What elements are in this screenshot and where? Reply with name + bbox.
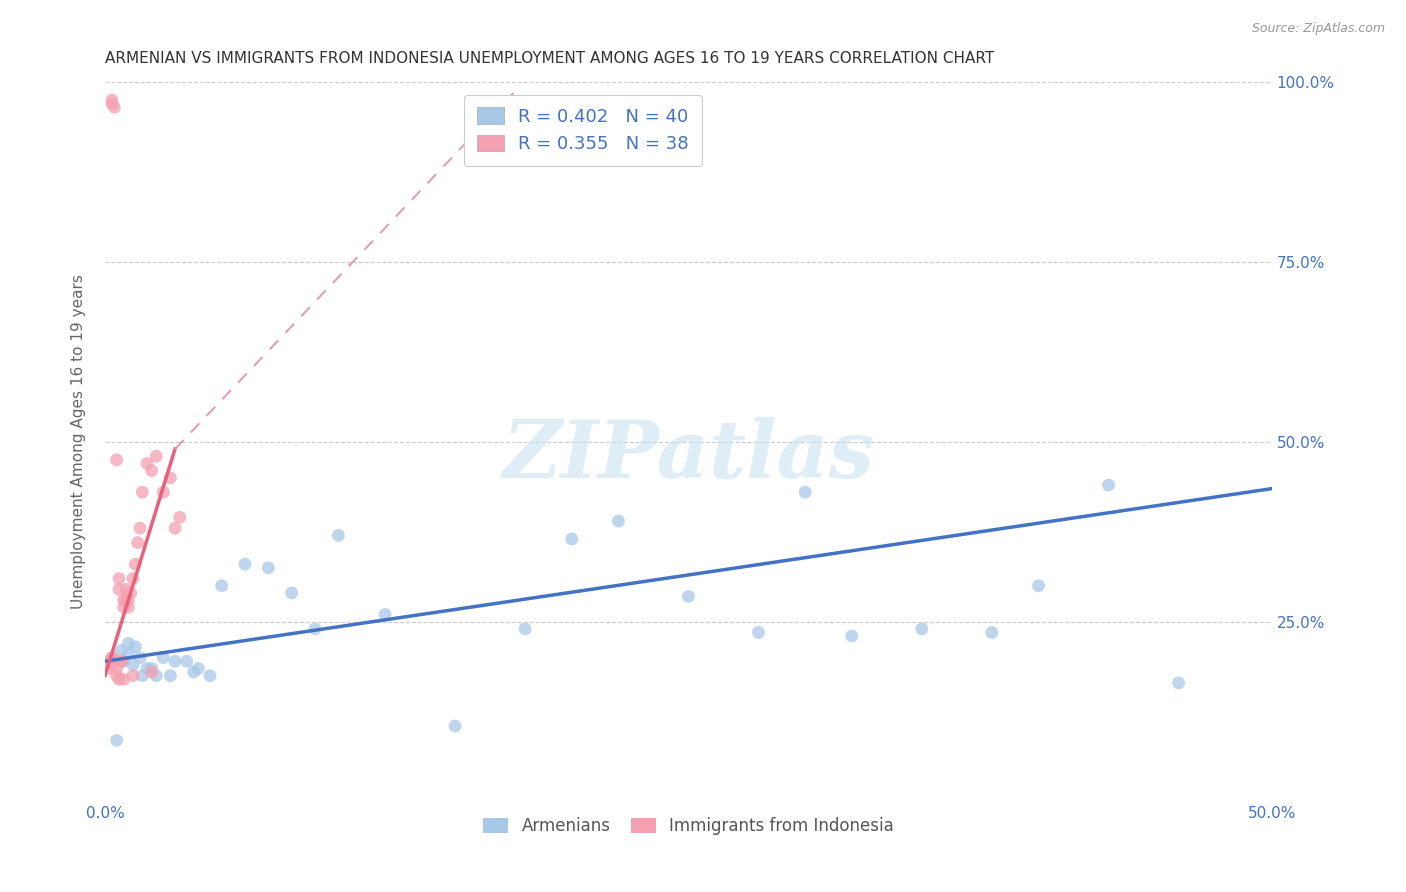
Point — [101, 650, 124, 665]
Point — [131, 668, 153, 682]
Point — [444, 719, 467, 733]
Point — [122, 572, 145, 586]
Point — [980, 625, 1002, 640]
Point — [141, 665, 163, 679]
Point — [152, 650, 174, 665]
Point — [105, 668, 128, 682]
Point — [124, 640, 146, 654]
Point — [141, 464, 163, 478]
Point — [112, 593, 135, 607]
Point — [101, 93, 124, 107]
Point — [198, 668, 221, 682]
Point — [328, 528, 350, 542]
Point — [112, 673, 135, 687]
Point — [747, 625, 769, 640]
Point — [131, 485, 153, 500]
Point — [607, 514, 630, 528]
Point — [280, 586, 302, 600]
Point — [145, 449, 167, 463]
Point — [112, 654, 135, 668]
Text: ARMENIAN VS IMMIGRANTS FROM INDONESIA UNEMPLOYMENT AMONG AGES 16 TO 19 YEARS COR: ARMENIAN VS IMMIGRANTS FROM INDONESIA UN… — [105, 51, 994, 66]
Point — [103, 100, 125, 114]
Point — [110, 643, 132, 657]
Point — [105, 733, 128, 747]
Text: Source: ZipAtlas.com: Source: ZipAtlas.com — [1251, 22, 1385, 36]
Point — [110, 654, 132, 668]
Point — [561, 532, 583, 546]
Point — [115, 582, 138, 597]
Point — [98, 661, 121, 675]
Point — [794, 485, 817, 500]
Point — [98, 654, 121, 668]
Point — [176, 654, 198, 668]
Text: ZIPatlas: ZIPatlas — [502, 417, 875, 495]
Point — [169, 510, 191, 524]
Point — [115, 593, 138, 607]
Point — [124, 557, 146, 571]
Point — [159, 471, 181, 485]
Point — [1028, 579, 1050, 593]
Point — [374, 607, 396, 622]
Point — [145, 668, 167, 682]
Point — [1167, 676, 1189, 690]
Point — [911, 622, 934, 636]
Point — [108, 572, 131, 586]
Point — [120, 586, 142, 600]
Point — [117, 600, 139, 615]
Point — [304, 622, 326, 636]
Point — [257, 560, 280, 574]
Point — [101, 650, 124, 665]
Point — [152, 485, 174, 500]
Point — [122, 657, 145, 672]
Point — [108, 673, 131, 687]
Point — [233, 557, 256, 571]
Point — [187, 661, 209, 675]
Point — [136, 457, 159, 471]
Point — [136, 661, 159, 675]
Legend: Armenians, Immigrants from Indonesia: Armenians, Immigrants from Indonesia — [475, 809, 903, 844]
Point — [101, 96, 124, 111]
Point — [127, 535, 149, 549]
Point — [841, 629, 863, 643]
Point — [105, 453, 128, 467]
Point — [122, 668, 145, 682]
Point — [163, 521, 186, 535]
Point — [110, 654, 132, 668]
Point — [117, 636, 139, 650]
Point — [183, 665, 205, 679]
Point — [117, 647, 139, 661]
Point — [678, 590, 700, 604]
Point — [211, 579, 233, 593]
Point — [159, 668, 181, 682]
Point — [513, 622, 536, 636]
Point — [101, 654, 124, 668]
Point — [163, 654, 186, 668]
Point — [105, 661, 128, 675]
Point — [129, 650, 152, 665]
Point — [141, 661, 163, 675]
Point — [108, 582, 131, 597]
Point — [1097, 478, 1119, 492]
Point — [117, 593, 139, 607]
Point — [129, 521, 152, 535]
Point — [112, 600, 135, 615]
Y-axis label: Unemployment Among Ages 16 to 19 years: Unemployment Among Ages 16 to 19 years — [72, 275, 86, 609]
Point — [103, 654, 125, 668]
